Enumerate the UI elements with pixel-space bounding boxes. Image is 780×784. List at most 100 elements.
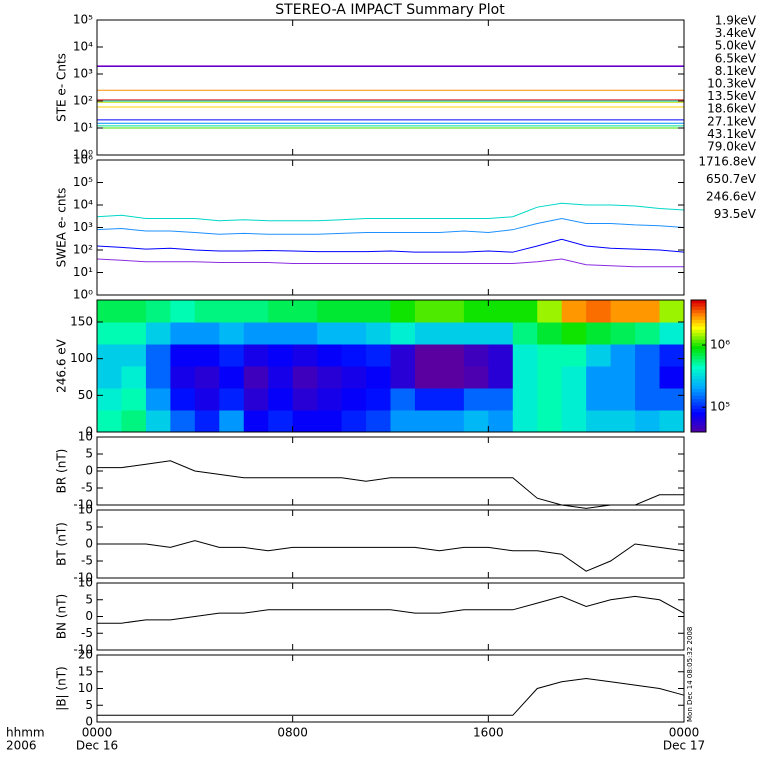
panel-frame [96,299,685,433]
y-tick-label: 10 [78,576,93,590]
colorbar-tick-label: 10⁶ [710,338,730,352]
heat-cell [586,388,612,411]
heat-cell [414,388,440,411]
heat-cell [341,344,367,367]
heat-cell [537,410,563,433]
heat-cell [414,344,440,367]
heat-cell [635,322,661,345]
heat-cell [121,344,147,367]
panel-frame [96,159,685,296]
heat-cell [317,300,343,323]
heat-cell [268,410,294,433]
heat-cell [170,410,196,433]
heat-cell [488,388,514,411]
y-axis-label: BT (nT) [55,522,69,566]
y-tick-label: -5 [81,626,93,640]
legend-label: 13.5keV [707,89,757,103]
x-tick-label: 1600 [473,726,504,740]
heat-cell [243,388,269,411]
legend-label: 10.3keV [707,77,757,91]
chart-title: STEREO-A IMPACT Summary Plot [275,2,505,18]
y-tick-label: 10¹ [73,265,93,279]
y-tick-label: 10¹ [73,121,93,135]
colorbar-step [691,392,706,397]
legend-label: 1716.8eV [698,155,756,169]
x-date-label: Dec 16 [76,739,118,753]
heat-cell [659,410,685,433]
heat-cell [292,300,318,323]
heat-cell [561,366,587,389]
heat-cell [268,366,294,389]
heat-cell [219,344,245,367]
heat-cell [194,388,220,411]
heat-cell [635,410,661,433]
y-tick-label: -10 [73,571,93,585]
heat-cell [659,344,685,367]
heat-cell [341,322,367,345]
y-tick-label: -5 [81,554,93,568]
colorbar-step [691,349,706,354]
colorbar-step [691,319,706,324]
heat-cell [635,300,661,323]
heat-cell [439,300,465,323]
legend-label: 246.6eV [706,190,757,204]
heat-cell [439,410,465,433]
heat-cell [586,366,612,389]
heat-cell [463,344,489,367]
heat-cell [414,322,440,345]
series-line [97,677,685,716]
heat-cell [439,366,465,389]
heat-cell [390,410,416,433]
legend-label: 5.0keV [715,39,757,53]
colorbar-step [691,425,706,430]
heat-cell [194,366,220,389]
heat-cell [488,410,514,433]
heat-cell [561,410,587,433]
heat-cell [268,300,294,323]
year-label: 2006 [6,739,37,753]
series-line [97,595,685,624]
colorbar-step [691,379,706,383]
heat-cell [586,344,612,367]
heat-cell [390,300,416,323]
y-tick-label: 10⁶ [73,153,93,167]
y-tick-label: 10⁰ [73,288,93,302]
y-tick-label: -10 [73,643,93,657]
heat-cell [537,322,563,345]
panel-frame [96,19,685,156]
colorbar-step [691,405,706,410]
heat-cell [341,388,367,411]
colorbar-step [691,309,706,314]
heat-cell [537,344,563,367]
heat-cell [561,322,587,345]
heat-cell [219,388,245,411]
heat-cell [121,300,147,323]
y-axis-label: |B| (nT) [55,666,69,710]
heat-cell [390,366,416,389]
colorbar-step [691,352,706,357]
y-tick-label: 20 [78,648,93,662]
heat-cell [145,300,171,323]
heat-cell [586,300,612,323]
heat-cell [414,366,440,389]
colorbar-step [691,333,706,337]
heat-cell [170,322,196,345]
heat-cell [463,410,489,433]
y-tick-label: 0 [85,425,93,439]
x-date-label: Dec 17 [663,739,705,753]
colorbar-step [691,428,706,433]
colorbar-step [691,418,706,423]
y-tick-label: 10⁵ [73,175,93,189]
colorbar-step [691,306,706,311]
colorbar-step [691,316,706,321]
series-line [96,218,685,235]
heat-cell [512,322,538,345]
y-tick-label: 10⁰ [73,148,93,162]
colorbar-step [691,313,706,317]
heat-cell [292,344,318,367]
heat-cell [243,300,269,323]
heat-cell [243,344,269,367]
heat-cell [268,344,294,367]
colorbar-step [691,359,706,364]
